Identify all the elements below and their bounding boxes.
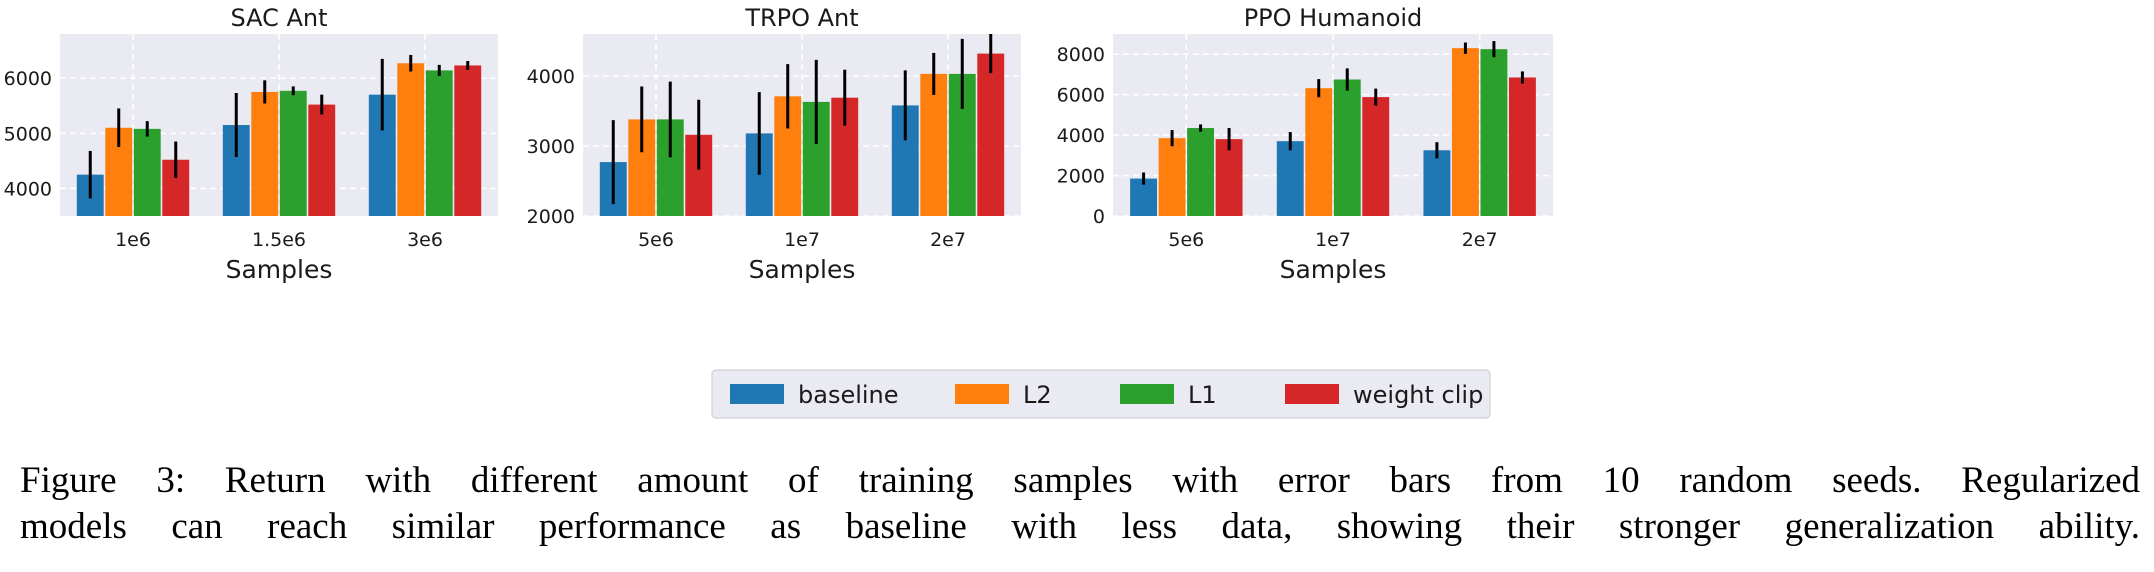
series-weight-clip <box>685 34 1005 216</box>
x-tick-label: 1e7 <box>784 229 820 251</box>
bar <box>1508 77 1536 216</box>
bar <box>920 73 948 217</box>
chart-2: TRPO Ant 2000 3000 4000 5e6 1e7 2e7 Samples <box>527 4 1021 284</box>
legend-swatch <box>1120 384 1174 404</box>
legend-label: L1 <box>1188 381 1217 409</box>
legend-item-baseline: baseline <box>730 381 899 409</box>
legend-item-weight-clip: weight clip <box>1285 381 1483 409</box>
x-tick-label: 5e6 <box>1168 229 1204 251</box>
legend-swatch <box>955 384 1009 404</box>
series-L2 <box>1158 42 1479 217</box>
x-tick-label: 1.5e6 <box>252 229 306 251</box>
x-axis-label: Samples <box>749 255 856 284</box>
chart-3: PPO Humanoid 0 2000 4000 6000 8000 5e6 1e7 2e7 Sa… <box>1057 4 1553 284</box>
bar <box>308 104 336 216</box>
bar <box>1451 48 1479 217</box>
legend-swatch <box>1285 384 1339 404</box>
y-tick-label: 6000 <box>1057 85 1105 107</box>
legend-label: weight clip <box>1353 381 1483 409</box>
caption-line-2: models can reach similar performance as … <box>20 506 2140 547</box>
y-tick-label: 2000 <box>1057 166 1105 188</box>
series-baseline <box>599 70 919 216</box>
bar <box>1362 97 1390 216</box>
legend-item-L1: L1 <box>1120 381 1217 409</box>
legend: baseline L2 L1 weight clip <box>711 369 1491 419</box>
y-tick-label: 5000 <box>4 123 52 145</box>
bar <box>251 91 279 216</box>
y-tick-label: 4000 <box>1057 125 1105 147</box>
series-L2 <box>628 52 948 217</box>
caption-line-1: Figure 3: Return with different amount o… <box>20 460 2140 501</box>
series-baseline <box>1130 132 1451 216</box>
x-tick-label: 2e7 <box>930 229 966 251</box>
bar <box>1333 79 1361 216</box>
bar <box>1215 139 1243 216</box>
bar <box>977 53 1005 216</box>
chart-title: SAC Ant <box>230 4 327 32</box>
series-L1 <box>656 38 976 217</box>
y-tick-label: 4000 <box>4 178 52 200</box>
series-weight-clip <box>162 61 482 216</box>
y-tick-label: 6000 <box>4 68 52 90</box>
y-tick-label: 8000 <box>1057 44 1105 66</box>
bar <box>1480 49 1508 216</box>
legend-swatch <box>730 384 784 404</box>
x-tick-label: 2e7 <box>1462 229 1498 251</box>
bar <box>1423 150 1451 216</box>
x-axis-label: Samples <box>226 255 333 284</box>
legend-item-L2: L2 <box>955 381 1052 409</box>
chart-title: TRPO Ant <box>744 4 858 32</box>
bar <box>1158 138 1186 216</box>
bar <box>1276 141 1304 216</box>
series-weight-clip <box>1215 71 1536 216</box>
series-L1 <box>1187 41 1508 216</box>
bar <box>1305 88 1333 216</box>
bar <box>133 128 161 216</box>
x-tick-label: 1e7 <box>1315 229 1351 251</box>
legend-box <box>711 369 1491 419</box>
chart-title: PPO Humanoid <box>1244 4 1423 32</box>
series-baseline <box>76 58 396 216</box>
bar <box>1130 178 1158 216</box>
x-tick-label: 1e6 <box>115 229 151 251</box>
chart-1: SAC Ant 4000 5000 6000 1e6 1.5e6 3e6 Samples <box>4 4 498 284</box>
series-L2 <box>105 54 425 217</box>
bar <box>1187 128 1215 216</box>
figure-caption: Figure 3: Return with different amount o… <box>20 458 2140 550</box>
bar <box>425 70 453 217</box>
bar <box>279 90 307 216</box>
legend-label: baseline <box>798 381 899 409</box>
y-tick-label: 2000 <box>527 206 575 228</box>
bar <box>397 63 425 217</box>
x-tick-label: 3e6 <box>407 229 443 251</box>
y-tick-label: 4000 <box>527 66 575 88</box>
x-axis-label: Samples <box>1280 255 1387 284</box>
y-tick-label: 3000 <box>527 136 575 158</box>
legend-label: L2 <box>1023 381 1052 409</box>
series-L1 <box>133 64 453 217</box>
bar <box>454 65 482 216</box>
y-tick-label: 0 <box>1093 206 1105 228</box>
x-tick-label: 5e6 <box>638 229 674 251</box>
